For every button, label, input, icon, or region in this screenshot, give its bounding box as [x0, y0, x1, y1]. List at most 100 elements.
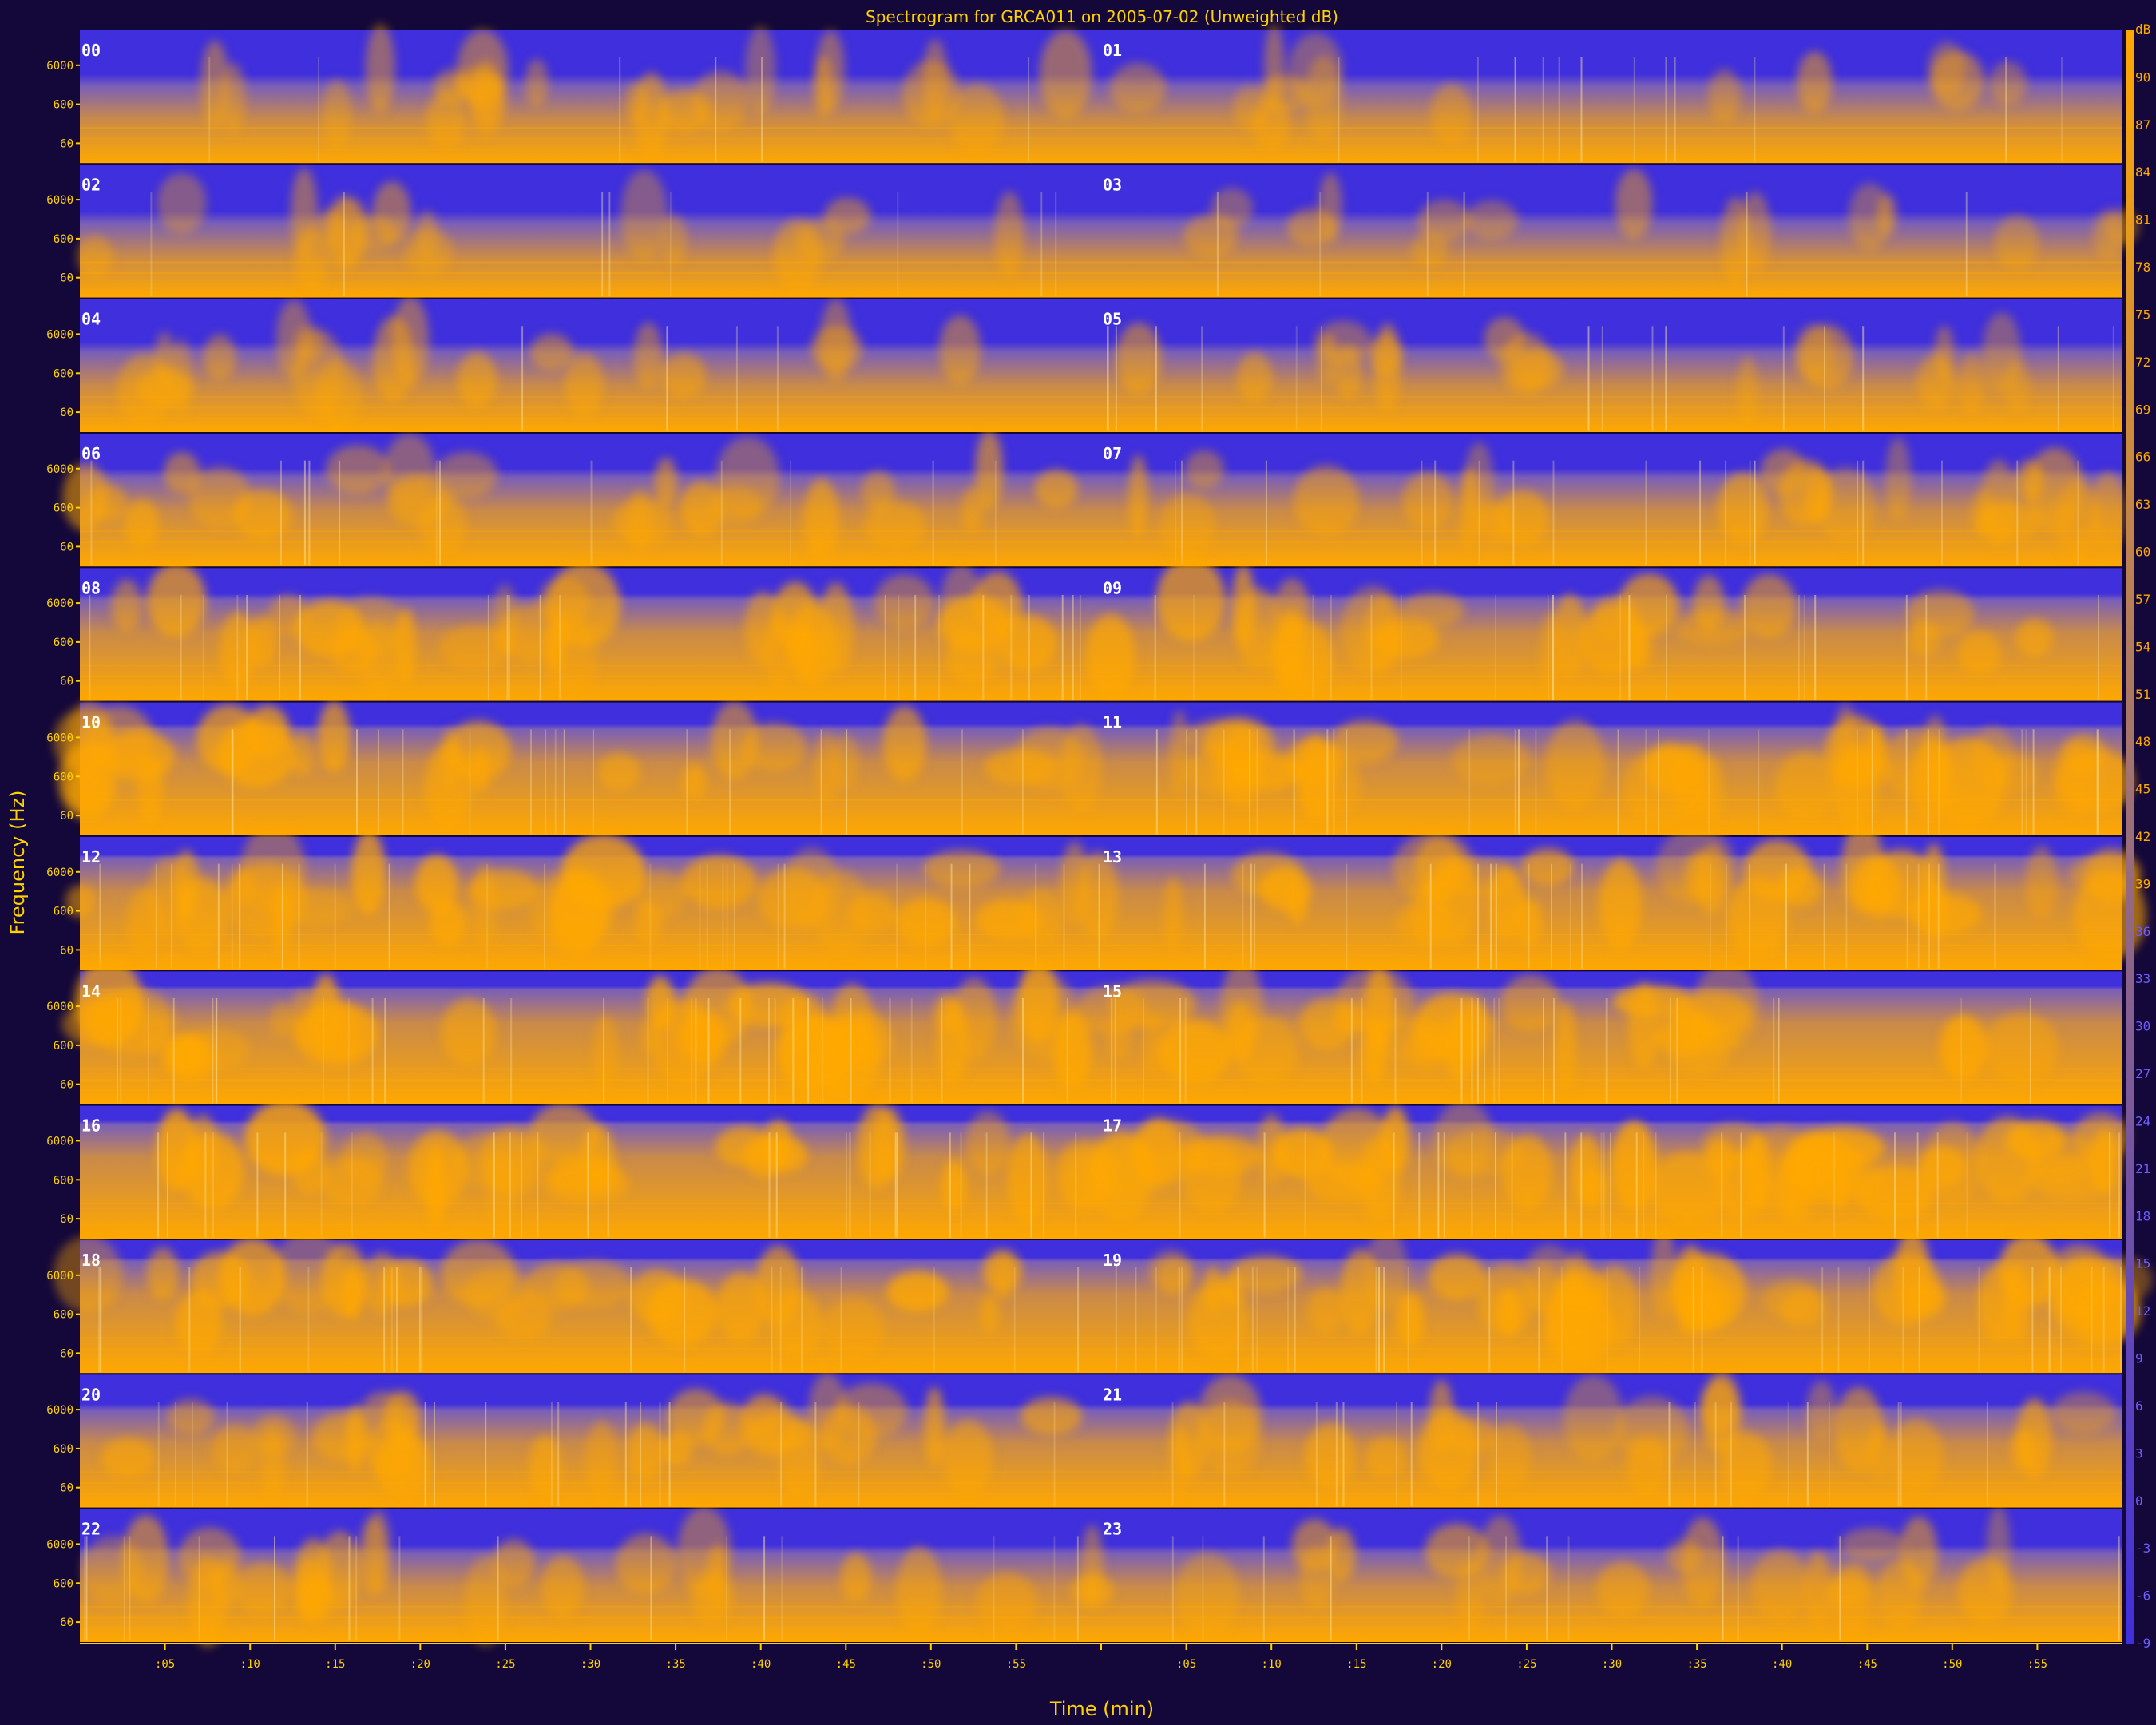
spectrogram-streak	[486, 863, 489, 969]
spectrogram-streak	[1552, 595, 1555, 700]
spectrogram-event	[322, 79, 351, 151]
spectrogram-streak	[1370, 595, 1373, 700]
spectrogram-event	[244, 1100, 327, 1176]
spectrogram-row: 02 03 6000 600 60	[46, 165, 2139, 299]
spectrogram-streak	[117, 998, 118, 1104]
spectrogram-event	[1839, 1528, 1904, 1561]
spectrogram-event	[952, 977, 997, 1060]
spectrogram-event	[1976, 1116, 2040, 1203]
spectrogram-streak	[1498, 998, 1500, 1104]
spectrogram-event	[196, 704, 262, 774]
spectrogram-event	[795, 219, 845, 262]
spectrogram-event	[1428, 1253, 1486, 1300]
spectrogram-streak	[171, 863, 173, 969]
hour-label: 08	[81, 578, 101, 597]
spectrogram-event	[260, 1424, 286, 1500]
colorbar-tick-label: 12	[2135, 1303, 2150, 1319]
spectrogram-event	[597, 753, 641, 791]
spectrogram-event	[887, 1271, 949, 1312]
spectrogram-event	[1286, 737, 1343, 786]
hour-label: 16	[81, 1116, 101, 1136]
spectrogram-streak	[668, 1402, 671, 1507]
x-tick-label: :55	[2027, 1658, 2047, 1671]
spectrogram-event	[320, 1157, 384, 1206]
y-axis-label: Frequency (Hz)	[6, 791, 29, 935]
spectrogram-streak	[1250, 863, 1252, 969]
spectrogram-event	[780, 626, 819, 666]
spectrogram-event	[615, 1533, 677, 1595]
spectrogram-event	[1444, 1128, 1524, 1176]
spectrogram-streak	[418, 1267, 421, 1372]
spectrogram-streak	[1171, 1536, 1174, 1641]
spectrogram-event	[823, 1298, 885, 1361]
y-tick-label: 600	[54, 906, 73, 918]
spectrogram-event	[1649, 744, 1684, 779]
overlay-layer: Spectrogram for GRCA011 on 2005-07-02 (U…	[6, 7, 1338, 1720]
spectrogram-event	[1108, 979, 1196, 1029]
x-tick-label: :30	[581, 1658, 600, 1671]
spectrogram-streak	[1605, 998, 1607, 1104]
spectrogram-streak	[1114, 998, 1116, 1104]
y-tick-label: 6000	[46, 463, 73, 476]
y-tick-label: 600	[54, 367, 73, 380]
spectrogram-event	[2043, 1243, 2116, 1330]
spectrogram-streak	[1617, 729, 1619, 835]
spectrogram-streak	[2021, 729, 2023, 835]
spectrogram-streak	[1426, 192, 1429, 297]
y-tick-label: 60	[60, 1347, 73, 1360]
colorbar-unit-label: dB	[2135, 22, 2150, 37]
spectrogram-streak	[1077, 1267, 1080, 1372]
spectrogram-event	[1624, 624, 1652, 671]
spectrogram-hum-line	[80, 272, 2122, 274]
spectrogram-event	[654, 457, 678, 507]
spectrogram-streak	[421, 1267, 423, 1372]
spectrogram-event	[1331, 720, 1398, 763]
spectrogram-streak	[202, 595, 204, 700]
spectrogram-streak	[1737, 1536, 1739, 1641]
spectrogram-event	[1169, 1401, 1208, 1479]
spectrogram-streak	[1787, 1402, 1789, 1507]
spectrogram-streak	[390, 1267, 393, 1372]
spectrogram-streak	[1028, 595, 1030, 700]
spectrogram-streak	[1410, 1402, 1413, 1507]
spectrogram-streak	[303, 460, 306, 565]
spectrogram-event	[818, 582, 854, 673]
spectrogram-event	[1394, 906, 1433, 943]
spectrogram-streak	[792, 998, 795, 1104]
spectrogram-streak	[783, 863, 786, 969]
spectrogram-streak	[775, 1132, 778, 1238]
spectrogram-streak	[849, 1132, 851, 1238]
spectrogram-streak	[1551, 863, 1552, 969]
colorbar-tick-label: 51	[2135, 687, 2150, 702]
spectrogram-band	[80, 30, 2122, 164]
spectrogram-event	[102, 730, 176, 783]
spectrogram-streak	[1378, 1267, 1380, 1372]
spectrogram-event	[1417, 200, 1472, 242]
spectrogram-streak	[371, 998, 374, 1104]
spectrogram-event	[1611, 1120, 1657, 1212]
spectrogram-streak	[521, 1132, 522, 1238]
spectrogram-streak	[204, 1132, 207, 1238]
spectrogram-event	[164, 452, 200, 494]
spectrogram-streak	[150, 192, 153, 297]
spectrogram-event	[1680, 1289, 1725, 1329]
spectrogram-streak	[1564, 1132, 1567, 1238]
spectrogram-events	[200, 24, 2027, 161]
y-tick-label: 600	[54, 771, 73, 783]
spectrogram-event	[551, 872, 614, 947]
spectrogram-event	[1681, 1517, 1725, 1607]
spectrogram-streak	[1639, 1267, 1641, 1372]
spectrogram-event	[1178, 1136, 1261, 1176]
spectrogram-streak	[216, 998, 218, 1104]
spectrogram-hum-line	[80, 1213, 2122, 1215]
spectrogram-event	[1369, 334, 1403, 376]
spectrogram-streak	[1722, 1536, 1724, 1641]
y-tick-label: 600	[54, 1577, 73, 1590]
y-tick-label: 600	[54, 99, 73, 112]
spectrogram-hum-line	[80, 1068, 2122, 1070]
spectrogram-streak	[1746, 192, 1748, 297]
x-axis-label: Time (min)	[1049, 1698, 1154, 1720]
spectrogram-event	[1476, 1263, 1536, 1334]
spectrogram-streak	[1552, 595, 1554, 700]
